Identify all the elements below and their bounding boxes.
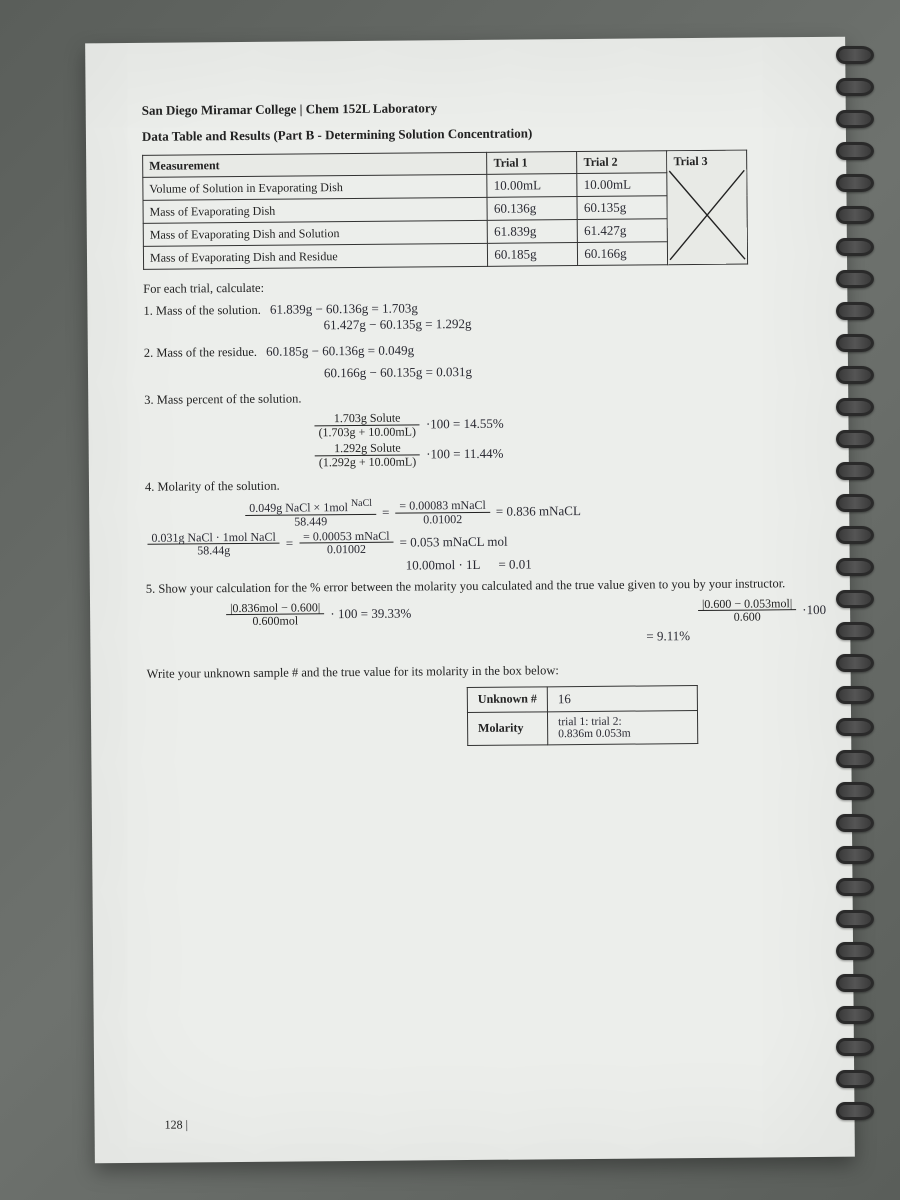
cell: 61.839g bbox=[488, 220, 578, 244]
cell: 10.00mL bbox=[577, 173, 667, 197]
cell: 60.135g bbox=[577, 196, 667, 220]
q3b: 1.292g Solute (1.292g + 10.00mL) ·100 = … bbox=[315, 438, 803, 468]
q5-work: |0.836mol − 0.600| 0.600mol · 100 = 39.3… bbox=[226, 597, 826, 628]
q4-line3: 10.00mol · 1L = 0.01 bbox=[406, 554, 804, 573]
data-table: Measurement Trial 1 Trial 2 Trial 3 Volu… bbox=[142, 150, 748, 270]
unknown-value: 16 bbox=[547, 685, 697, 711]
q2: 2. Mass of the residue. 60.185g − 60.136… bbox=[144, 339, 802, 361]
q4-line2: 0.031g NaCl · 1mol NaCl 58.44g = = 0.000… bbox=[147, 526, 803, 558]
unknown-label: Unknown # bbox=[467, 687, 547, 713]
worksheet-page: San Diego Miramar College | Chem 152L La… bbox=[85, 37, 855, 1164]
molarity-value: trial 1: trial 2: 0.836m 0.053m bbox=[548, 710, 698, 744]
q3a: 1.703g Solute (1.703g + 10.00mL) ·100 = … bbox=[314, 408, 802, 438]
cell: 60.166g bbox=[578, 242, 668, 266]
col-trial2: Trial 2 bbox=[577, 151, 667, 174]
calc-intro: For each trial, calculate: bbox=[143, 276, 801, 297]
table-title: Data Table and Results (Part B - Determi… bbox=[142, 123, 800, 145]
q5: 5. Show your calculation for the % error… bbox=[146, 576, 804, 597]
row-label: Mass of Evaporating Dish and Solution bbox=[143, 220, 488, 246]
cell: 10.00mL bbox=[487, 174, 577, 198]
cell: 60.185g bbox=[488, 243, 578, 267]
notebook-spiral: for (let i=0;i<34;i++) document.write('<… bbox=[836, 46, 882, 1166]
q3: 3. Mass percent of the solution. bbox=[144, 387, 802, 408]
col-trial3: Trial 3 bbox=[667, 150, 748, 265]
col-trial1: Trial 1 bbox=[487, 152, 577, 175]
q5b-res: = 9.11% bbox=[646, 627, 804, 644]
write-line: Write your unknown sample # and the true… bbox=[147, 661, 805, 682]
cell: 60.136g bbox=[487, 197, 577, 221]
cell: 61.427g bbox=[578, 219, 668, 243]
row-label: Mass of Evaporating Dish and Residue bbox=[143, 243, 488, 269]
col-measurement: Measurement bbox=[143, 152, 488, 177]
page-number: 128 | bbox=[165, 1117, 189, 1132]
q2b: 60.166g − 60.135g = 0.031g bbox=[324, 361, 802, 381]
q1b: 61.427g − 60.135g = 1.292g bbox=[324, 313, 802, 333]
course-header: San Diego Miramar College | Chem 152L La… bbox=[142, 97, 800, 119]
row-label: Volume of Solution in Evaporating Dish bbox=[143, 174, 488, 200]
row-label: Mass of Evaporating Dish bbox=[143, 197, 488, 223]
molarity-label: Molarity bbox=[467, 712, 547, 746]
q4-line1: 0.049g NaCl × 1mol NaCl 58.449 = = 0.000… bbox=[245, 495, 803, 528]
answer-box: Unknown # 16 Molarity trial 1: trial 2: … bbox=[467, 685, 699, 746]
q4: 4. Molarity of the solution. bbox=[145, 474, 803, 495]
